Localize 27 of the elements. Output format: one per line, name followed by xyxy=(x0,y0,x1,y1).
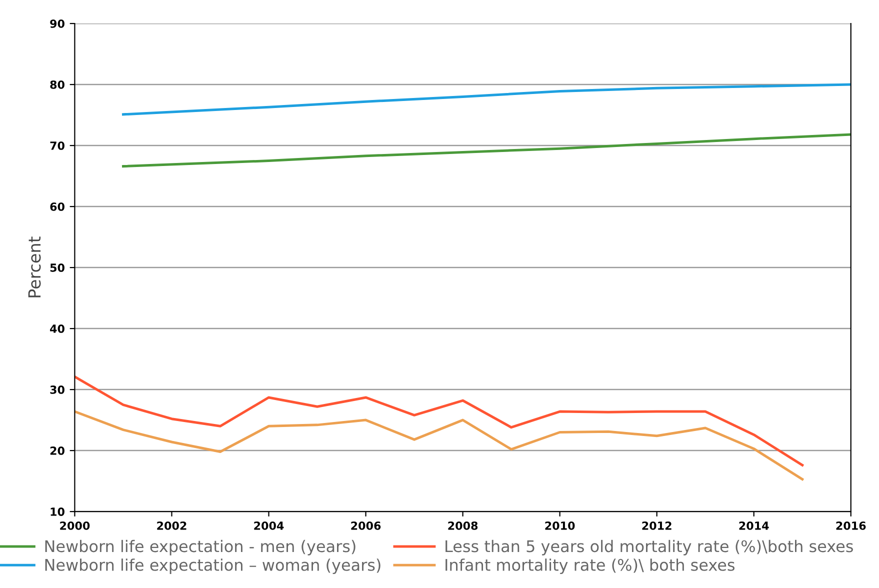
y-tick-label: 80 xyxy=(50,80,64,89)
y-axis-title: Percent xyxy=(28,236,41,298)
x-tick-label: 2012 xyxy=(642,521,672,530)
y-tick-label: 60 xyxy=(50,202,64,211)
x-tick-label: 2016 xyxy=(836,521,866,530)
line-series xyxy=(74,375,804,466)
legend-label: Newborn life expectation – woman (years) xyxy=(45,558,380,574)
line-series xyxy=(74,410,804,480)
y-tick-label: 10 xyxy=(50,508,64,516)
x-tick-label: 2014 xyxy=(739,521,769,530)
x-tick-label: 2006 xyxy=(351,521,381,530)
line-series xyxy=(122,133,851,168)
x-tick-label: 2002 xyxy=(157,521,186,530)
y-tick-label: 30 xyxy=(50,386,64,394)
legend-label: Infant mortality rate (%)\ both sexes xyxy=(446,558,735,574)
legend-label: Less than 5 years old mortality rate (%)\both sexes xyxy=(446,540,853,556)
x-tick-label: 2008 xyxy=(448,521,478,530)
y-tick-label: 70 xyxy=(50,142,64,150)
x-tick-label: 2000 xyxy=(60,521,90,530)
y-tick-label: 40 xyxy=(50,324,64,333)
legend-label: Newborn life expectation - men (years) xyxy=(45,540,356,556)
line-series xyxy=(122,83,851,116)
y-tick-label: 50 xyxy=(50,264,64,272)
x-tick-label: 2004 xyxy=(254,521,284,530)
y-tick-label: 20 xyxy=(50,446,64,455)
x-tick-label: 2010 xyxy=(545,521,575,530)
y-tick-label: 90 xyxy=(50,19,64,28)
